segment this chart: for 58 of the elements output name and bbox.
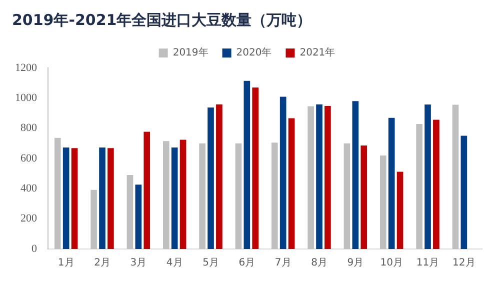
bar: [71, 148, 78, 249]
x-tick-label: 10月: [380, 258, 403, 269]
bar: [135, 184, 142, 249]
x-tick-label: 3月: [130, 258, 147, 269]
bar: [90, 190, 97, 249]
y-tick-label: 0: [32, 242, 38, 255]
x-tick-label: 6月: [238, 258, 256, 269]
bar: [62, 147, 70, 249]
x-tick-label: 1月: [58, 258, 74, 269]
y-tick-label: 400: [20, 182, 38, 195]
bar: [308, 106, 314, 249]
x-tick-label: 12月: [452, 258, 476, 269]
bar: [324, 106, 331, 249]
x-tick-label: 8月: [311, 258, 328, 269]
bar: [244, 80, 250, 249]
bar: [216, 104, 222, 249]
x-tick-label: 2月: [94, 258, 110, 269]
bar: [280, 96, 286, 249]
x-tick-label: 4月: [166, 258, 183, 269]
bar: [99, 147, 106, 249]
bar: [396, 172, 404, 249]
y-tick-label: 600: [20, 152, 38, 164]
bar: [416, 124, 422, 249]
bar: [252, 87, 259, 249]
bar: [171, 147, 178, 249]
legend-label: 2020年: [236, 46, 272, 59]
bar: [162, 141, 170, 249]
bar: [380, 155, 386, 249]
bar: [288, 118, 295, 249]
x-tick-label: 5月: [202, 258, 219, 269]
bar: [424, 104, 431, 249]
bar: [271, 142, 278, 249]
y-tick-label: 200: [20, 212, 38, 225]
y-tick-label: 800: [20, 122, 38, 134]
bar: [144, 132, 150, 249]
x-tick-label: 9月: [347, 258, 364, 269]
chart-title: 2019年-2021年全国进口大豆数量（万吨）: [12, 10, 312, 29]
bar: [199, 143, 206, 249]
legend-label: 2019年: [172, 46, 208, 59]
legend-label: 2021年: [300, 46, 336, 59]
bar: [54, 138, 61, 249]
x-tick-label: 7月: [274, 258, 292, 269]
bar: [180, 140, 186, 249]
bar: [433, 120, 440, 249]
bar: [352, 101, 359, 249]
bar: [344, 143, 350, 249]
bar: [208, 108, 214, 249]
y-tick-label: 1200: [15, 62, 38, 74]
bar: [360, 146, 368, 249]
y-tick-label: 1000: [15, 92, 38, 104]
bar: [388, 118, 395, 249]
bar: [316, 104, 322, 249]
bar: [460, 136, 468, 249]
bar: [108, 148, 114, 249]
bar: [452, 104, 459, 249]
bar: [235, 143, 242, 249]
x-tick-label: 11月: [416, 258, 440, 269]
bar: [126, 174, 134, 249]
